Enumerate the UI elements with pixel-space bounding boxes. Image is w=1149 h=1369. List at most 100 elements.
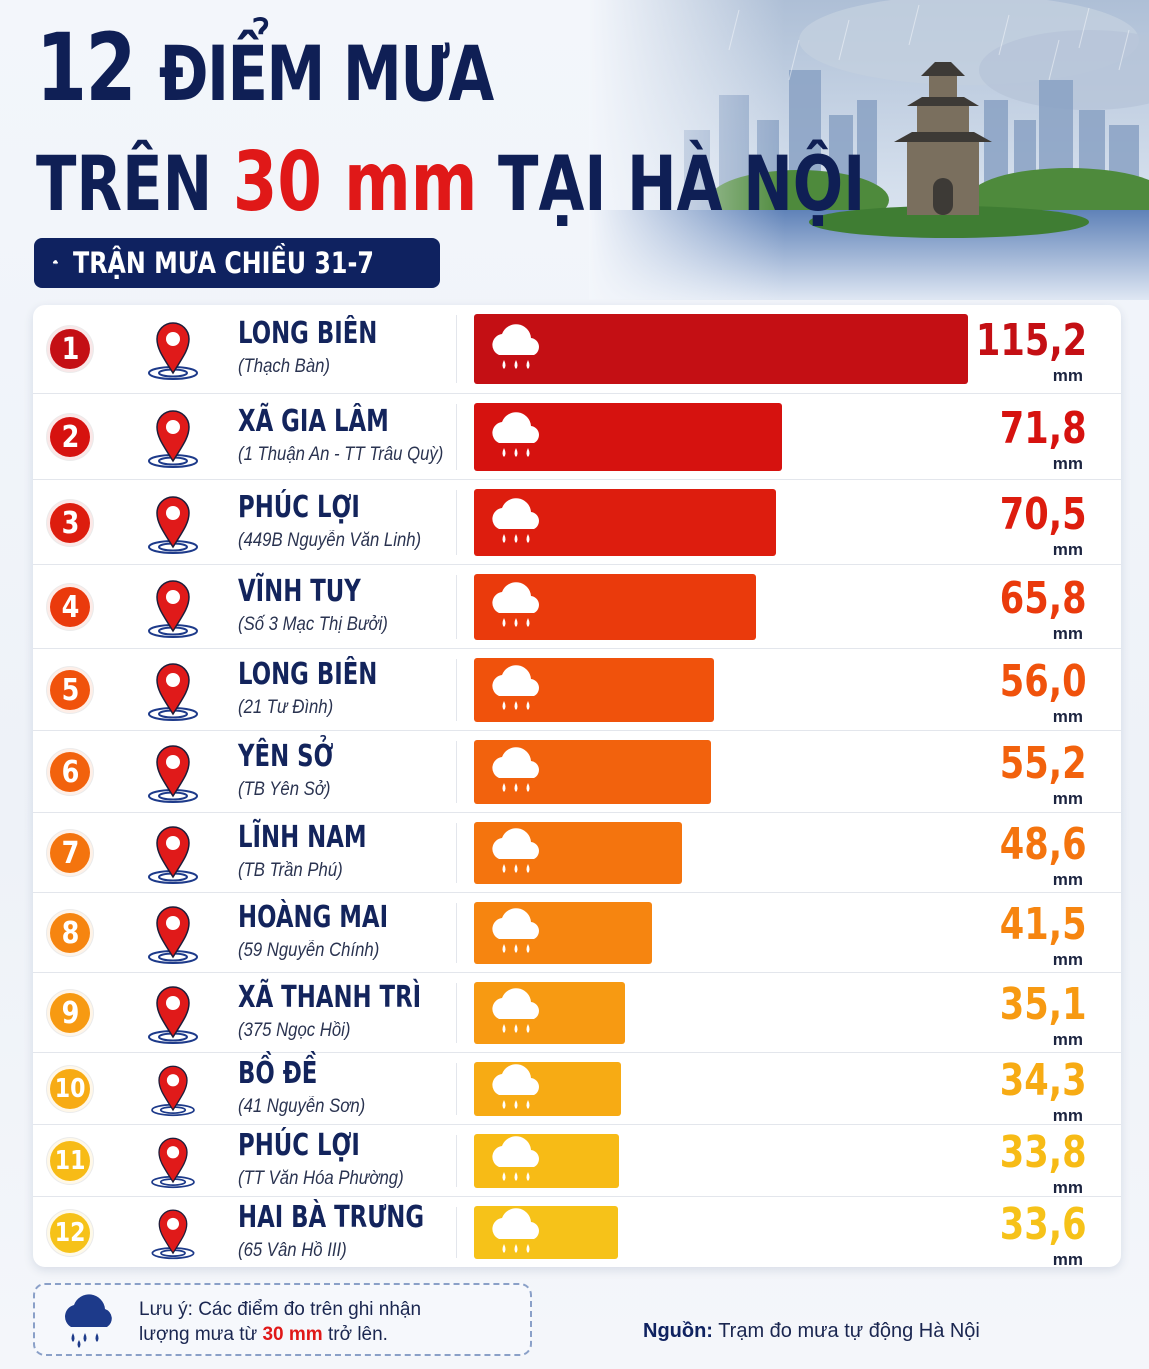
rank-number: 10 [54,1074,86,1104]
location-name: HOÀNG MAI [238,900,389,935]
location-detail: (375 Ngọc Hồi) [238,1020,351,1041]
source-credit: Nguồn: Trạm đo mưa tự động Hà Nội [643,1320,980,1343]
ranking-chart: 1 LONG BIÊN (Thạch Bàn) 115,2 mm 2 XÃ GIA LÂM(… [33,305,1121,1269]
location-marker [145,1061,201,1125]
row-divider [456,659,457,721]
unit-label: mm [1052,870,1083,889]
row-divider [456,903,457,963]
unit-label: mm [1052,1178,1083,1197]
value-label: 115,2 [975,315,1087,366]
value-label: 65,8 [1000,573,1087,624]
location-detail: (59 Nguyễn Chính) [238,940,380,961]
subtitle-badge: TRẬN MƯA CHIỀU 31-7 [34,238,440,288]
note-box: Lưu ý: Các điểm đo trên ghi nhận lượng m… [33,1283,532,1356]
row-divider [456,315,457,383]
map-pin-icon [148,322,198,380]
bar [474,740,711,804]
location-marker [145,1205,201,1269]
location-detail: (449B Nguyễn Văn Linh) [238,530,422,551]
value-label: 55,2 [1000,738,1087,789]
rain-cloud-icon [492,747,539,792]
unit-label: mm [1052,707,1083,726]
location-marker [145,575,201,639]
rank-number: 3 [61,505,79,541]
map-pin-icon [148,745,198,803]
chart-row: 8 HOÀNG MAI (59 Nguyễn Chính) 41,5 mm [33,892,1121,972]
chart-row: 11 PHÚC LỢI (TT Văn Hóa Phường) 33,8 mm [33,1124,1121,1196]
location-marker [145,658,201,722]
value-label: 56,0 [1000,656,1087,707]
location-name: VĨNH TUY [238,574,361,609]
note-line2-b: trở lên. [327,1324,388,1345]
location-name: LĨNH NAM [238,820,367,855]
rain-cloud-icon [492,324,539,369]
map-pin-icon [148,826,198,884]
bar [474,822,682,884]
rank-badge: 4 [47,584,93,630]
map-pin-icon [148,580,198,638]
hero-illustration [589,0,1149,300]
location-marker [145,821,201,885]
rain-cloud-icon [492,665,539,710]
row-divider [456,983,457,1043]
source-text: Trạm đo mưa tự động Hà Nội [718,1320,980,1342]
value-label: 35,1 [1000,979,1087,1030]
row-divider [456,823,457,883]
chart-row: 1 LONG BIÊN (Thạch Bàn) 115,2 mm [33,305,1121,393]
row-divider [456,575,457,639]
note-highlight: 30 mm [262,1324,323,1345]
chart-row: 10 BỒ ĐỀ (41 Nguyễn Sơn) 34,3 mm [33,1052,1121,1124]
location-marker [145,1133,201,1197]
chart-row: 3 PHÚC LỢI (449B Nguyễn Văn Linh) 70,5 mm [33,479,1121,564]
unit-label: mm [1052,1030,1083,1049]
bar [474,314,968,384]
rank-number: 9 [61,995,79,1031]
map-pin-icon [148,986,198,1044]
location-detail: (Thạch Bàn) [238,356,331,377]
rain-cloud-icon [65,1294,112,1348]
title-prefix: TRÊN [36,139,213,228]
title-number: 12 [36,14,136,123]
location-name: HAI BÀ TRƯNG [238,1200,425,1235]
chart-row: 4 VĨNH TUY (Số 3 Mạc Thị Bưởi) 65,8 mm [33,564,1121,648]
value-label: 33,8 [1000,1127,1087,1178]
row-divider [456,1063,457,1115]
chart-row: 12 HAI BÀ TRƯNG (65 Vân Hồ III) 33,6 mm [33,1196,1121,1269]
note-prefix: Lưu ý: [139,1299,193,1320]
bar [474,902,652,964]
location-name: PHÚC LỢI [238,1128,360,1163]
rain-cloud-icon [492,412,539,457]
title-text: ĐIỂM MƯA [158,29,494,118]
note-line1: Các điểm đo trên ghi nhận [198,1299,422,1320]
location-detail: (65 Vân Hồ III) [238,1240,347,1261]
bar [474,1062,621,1116]
unit-label: mm [1052,789,1083,808]
location-name: XÃ THANH TRÌ [238,980,422,1015]
rank-number: 2 [61,419,79,455]
map-pin-icon [148,906,198,964]
map-pin-icon [151,1209,195,1260]
location-detail: (21 Tư Đình) [238,697,334,718]
location-name: YÊN SỞ [238,739,334,774]
source-label: Nguồn: [643,1320,713,1342]
rain-cloud-icon [492,1136,539,1181]
rank-badge: 11 [47,1138,93,1184]
location-marker [145,901,201,965]
rain-cloud-icon [492,908,539,953]
rank-number: 7 [61,835,79,871]
row-divider [456,404,457,470]
location-name: LONG BIÊN [238,316,378,351]
map-pin-icon [148,663,198,721]
rain-cloud-icon [492,582,539,627]
row-divider [456,741,457,803]
rank-number: 11 [54,1146,86,1176]
unit-label: mm [1052,366,1083,385]
note-line2-a: lượng mưa từ [139,1324,258,1345]
chart-row: 2 XÃ GIA LÂM (1 Thuận An - TT Trâu Quỳ) 71,… [33,393,1121,479]
location-detail: (TB Yên Sở) [238,779,331,800]
location-detail: (TT Văn Hóa Phường) [238,1168,404,1189]
bar [474,982,625,1044]
row-divider [456,1207,457,1258]
chart-row: 9 XÃ THANH TRÌ (375 Ngọc Hồi) 35,1 mm [33,972,1121,1052]
rain-cloud-icon [492,828,539,873]
